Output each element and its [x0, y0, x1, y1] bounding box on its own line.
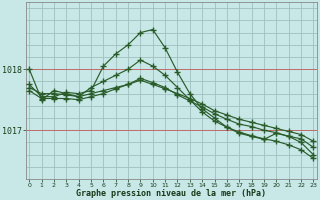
- X-axis label: Graphe pression niveau de la mer (hPa): Graphe pression niveau de la mer (hPa): [76, 189, 266, 198]
